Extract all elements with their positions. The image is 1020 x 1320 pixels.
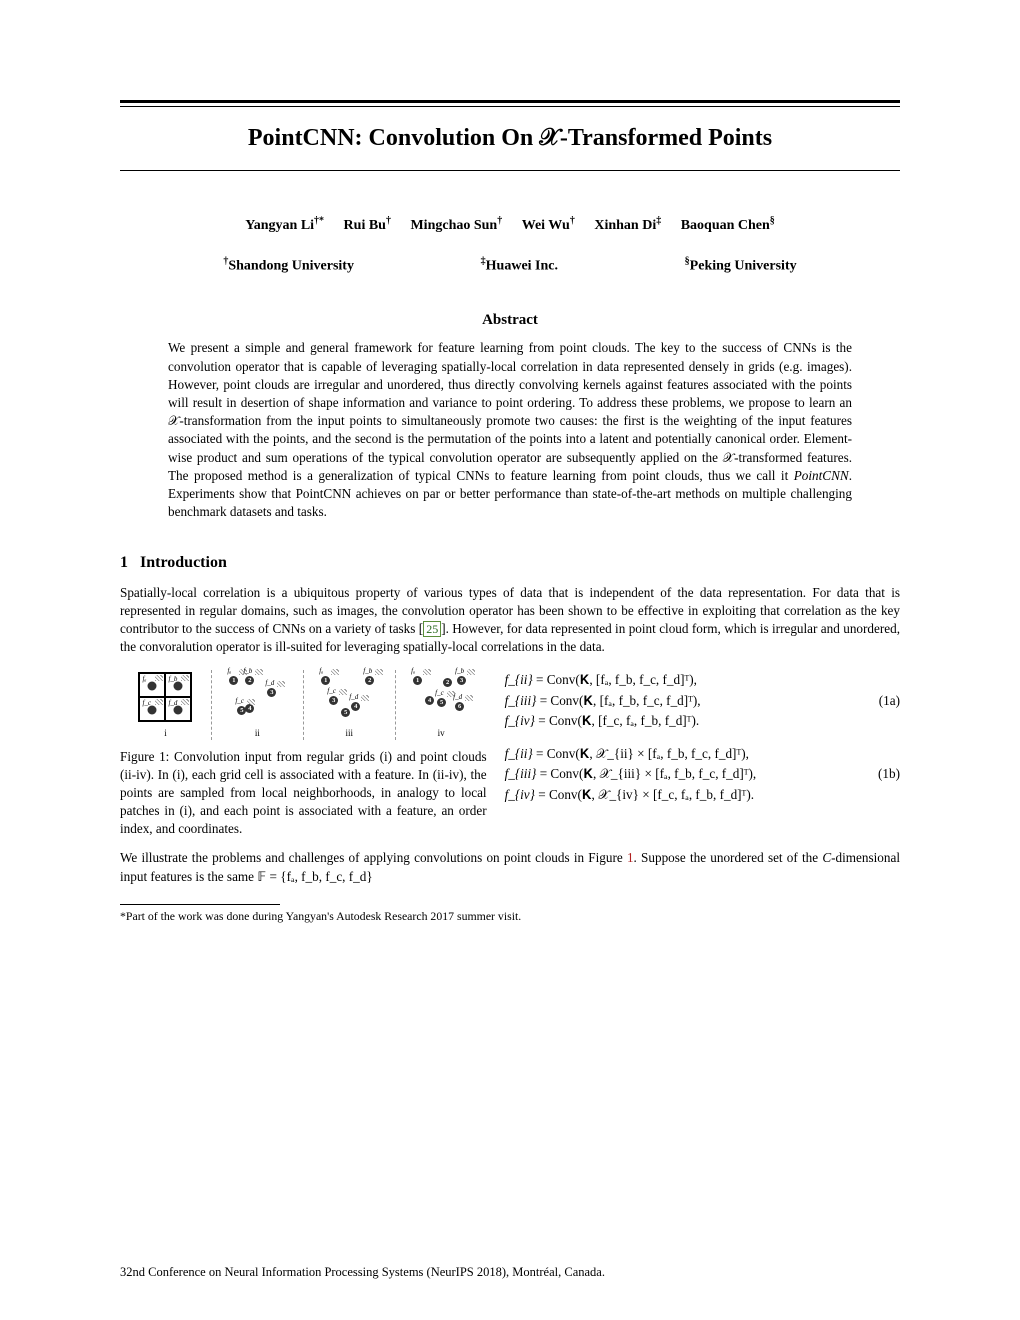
- abstract-heading: Abstract: [120, 312, 900, 329]
- author-list: Yangyan Li†* Rui Bu† Mingchao Sun† Wei W…: [120, 215, 900, 234]
- affiliation-row: †Shandong University ‡Huawei Inc. §Pekin…: [120, 256, 900, 275]
- affil-3: §Peking University: [685, 256, 797, 275]
- author-5: Xinhan Di‡: [594, 218, 661, 233]
- figure-panel-ii: 1fₐ2f_b3f_d45f_c ii: [212, 670, 304, 740]
- section-1-heading: 1 Introduction: [120, 554, 900, 572]
- author-6: Baoquan Chen§: [681, 218, 775, 233]
- paper-page: PointCNN: Convolution On 𝒳-Transformed P…: [0, 0, 1020, 1320]
- equation-1a: f_{ii} = Conv(𝐊, [fₐ, f_b, f_c, f_d]ᵀ), …: [505, 670, 900, 731]
- affil-2: ‡Huawei Inc.: [481, 256, 558, 275]
- affil-1: †Shandong University: [223, 256, 354, 275]
- citation-link[interactable]: 25: [423, 621, 441, 637]
- intro-paragraph-2: We illustrate the problems and challenge…: [120, 849, 900, 885]
- equation-1b: f_{ii} = Conv(𝐊, 𝒳_{ii} × [fₐ, f_b, f_c,…: [505, 744, 900, 805]
- author-2: Rui Bu†: [344, 218, 391, 233]
- eq-tag-1b: (1b): [864, 766, 900, 782]
- author-1: Yangyan Li†*: [245, 218, 324, 233]
- figure-panel-i: fₐ f_b f_c f_d i: [120, 670, 212, 740]
- author-4: Wei Wu†: [522, 218, 575, 233]
- top-rule-thin: [120, 106, 900, 107]
- equation-column: f_{ii} = Conv(𝐊, [fₐ, f_b, f_c, f_d]ᵀ), …: [505, 670, 900, 817]
- conference-line: 32nd Conference on Neural Information Pr…: [120, 1265, 605, 1280]
- figure-1-caption: Figure 1: Convolution input from regular…: [120, 748, 487, 837]
- eq-tag-1a: (1a): [865, 693, 900, 709]
- figure-ref-link[interactable]: 1: [627, 850, 634, 865]
- figure-eq-row: fₐ f_b f_c f_d i 1fₐ2f_b3f_d45f_c ii 1fₐ…: [120, 670, 900, 837]
- paper-title: PointCNN: Convolution On 𝒳-Transformed P…: [120, 125, 900, 152]
- footnote-text: *Part of the work was done during Yangya…: [120, 909, 900, 924]
- footnote-rule: [120, 904, 280, 905]
- figure-panel-iv: 1fₐ23f_b45f_c6f_d iv: [396, 670, 487, 740]
- figure-column: fₐ f_b f_c f_d i 1fₐ2f_b3f_d45f_c ii 1fₐ…: [120, 670, 487, 837]
- author-3: Mingchao Sun†: [410, 218, 502, 233]
- abstract-text: We present a simple and general framewor…: [120, 339, 900, 521]
- top-rule-thick: [120, 100, 900, 103]
- figure-1: fₐ f_b f_c f_d i 1fₐ2f_b3f_d45f_c ii 1fₐ…: [120, 670, 487, 740]
- title-rule-under: [120, 170, 900, 171]
- figure-panel-iii: 1fₐ2f_b3f_c4f_d5 iii: [304, 670, 396, 740]
- intro-paragraph: Spatially-local correlation is a ubiquit…: [120, 584, 900, 657]
- grid-icon: fₐ f_b f_c f_d: [138, 672, 192, 722]
